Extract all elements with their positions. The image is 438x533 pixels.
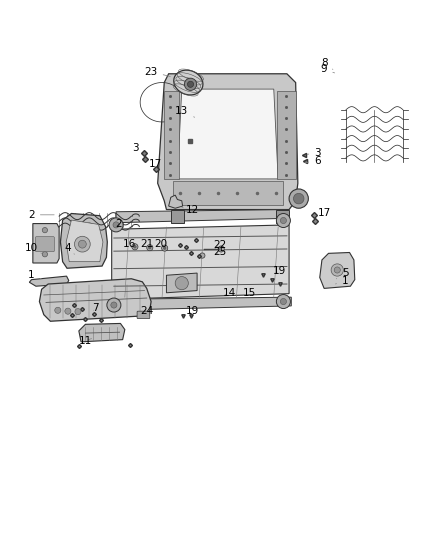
Circle shape	[148, 246, 151, 249]
Text: 11: 11	[79, 336, 92, 346]
Circle shape	[147, 245, 153, 251]
Circle shape	[74, 236, 90, 252]
Polygon shape	[320, 253, 355, 288]
Text: 6: 6	[305, 156, 321, 166]
Polygon shape	[39, 279, 151, 321]
Circle shape	[111, 302, 117, 308]
Polygon shape	[177, 89, 278, 179]
Ellipse shape	[184, 78, 197, 91]
Polygon shape	[173, 181, 283, 205]
Text: 3: 3	[307, 148, 321, 158]
Polygon shape	[112, 225, 289, 300]
Polygon shape	[276, 209, 289, 223]
Polygon shape	[79, 324, 125, 342]
Circle shape	[276, 214, 290, 228]
Text: 25: 25	[214, 247, 227, 257]
Text: 1: 1	[28, 270, 41, 280]
Text: 10: 10	[25, 243, 42, 253]
Text: 12: 12	[182, 205, 199, 215]
Circle shape	[280, 298, 286, 304]
Text: 3: 3	[132, 143, 145, 154]
Circle shape	[42, 252, 47, 257]
Circle shape	[107, 298, 121, 312]
Text: 5: 5	[336, 268, 349, 279]
Text: 9: 9	[321, 64, 335, 75]
Polygon shape	[166, 273, 197, 293]
Ellipse shape	[187, 81, 194, 87]
FancyBboxPatch shape	[35, 237, 54, 252]
Text: 19: 19	[186, 306, 199, 316]
Circle shape	[109, 218, 123, 232]
Text: 19: 19	[273, 266, 286, 276]
Circle shape	[42, 228, 47, 233]
Text: 14: 14	[223, 288, 236, 298]
Circle shape	[42, 238, 47, 244]
Text: 4: 4	[64, 243, 74, 254]
Polygon shape	[171, 209, 184, 223]
Polygon shape	[169, 195, 183, 208]
Polygon shape	[66, 220, 103, 262]
Circle shape	[163, 247, 166, 249]
Circle shape	[132, 244, 138, 250]
Circle shape	[293, 193, 304, 204]
Circle shape	[134, 246, 136, 248]
Text: 23: 23	[145, 67, 170, 77]
Ellipse shape	[174, 70, 203, 95]
Circle shape	[218, 246, 224, 252]
Polygon shape	[33, 223, 59, 263]
Circle shape	[75, 309, 81, 314]
Text: 13: 13	[175, 106, 194, 117]
Text: 17: 17	[314, 208, 331, 218]
Text: 16: 16	[123, 239, 136, 249]
Polygon shape	[107, 297, 291, 310]
Circle shape	[78, 240, 86, 248]
Text: 8: 8	[321, 58, 333, 69]
Circle shape	[289, 189, 308, 208]
Circle shape	[113, 222, 119, 228]
Text: 24: 24	[140, 306, 153, 316]
Circle shape	[162, 245, 168, 251]
Text: 21: 21	[140, 239, 153, 249]
Text: 2: 2	[108, 219, 122, 229]
Text: 1: 1	[336, 276, 349, 286]
Circle shape	[331, 264, 343, 276]
Polygon shape	[277, 91, 296, 179]
Circle shape	[280, 217, 286, 223]
Text: 17: 17	[149, 159, 162, 168]
Polygon shape	[29, 276, 69, 286]
Circle shape	[65, 308, 71, 314]
FancyBboxPatch shape	[137, 311, 150, 319]
Circle shape	[175, 277, 188, 290]
Circle shape	[334, 267, 340, 273]
Polygon shape	[158, 74, 298, 209]
Circle shape	[55, 307, 61, 313]
Text: 15: 15	[243, 288, 256, 298]
Text: 7: 7	[92, 303, 99, 313]
Circle shape	[276, 295, 290, 309]
Polygon shape	[60, 214, 107, 268]
Polygon shape	[164, 91, 179, 179]
Polygon shape	[116, 209, 287, 223]
Text: 20: 20	[155, 239, 168, 249]
Circle shape	[200, 253, 205, 258]
Text: 2: 2	[28, 210, 54, 220]
Text: 22: 22	[214, 240, 227, 251]
